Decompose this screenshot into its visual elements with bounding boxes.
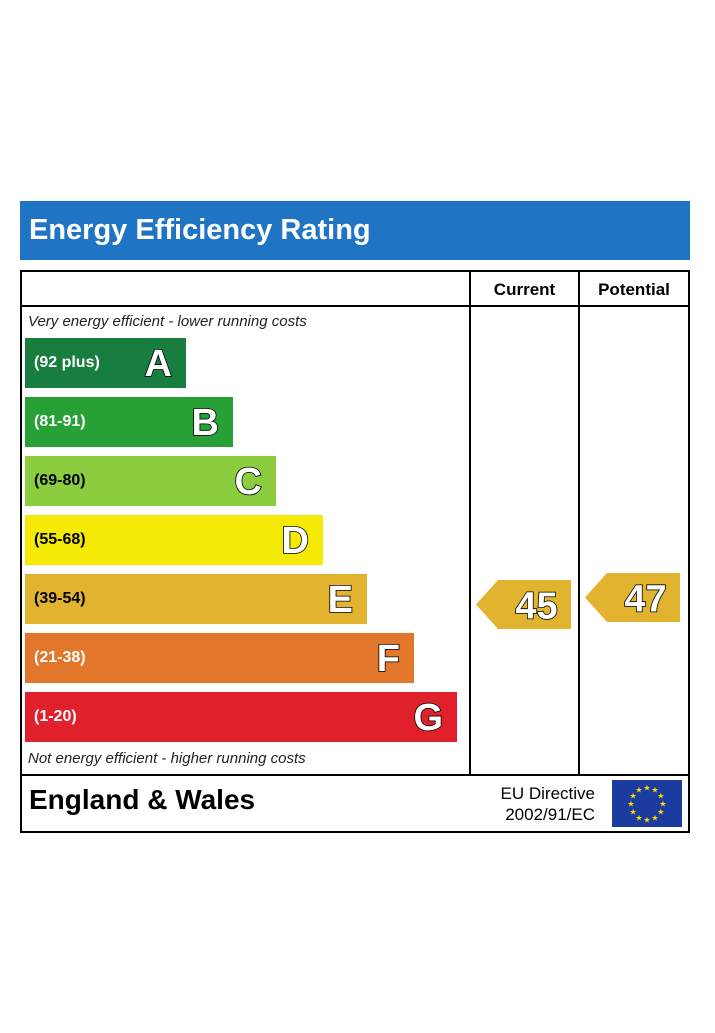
band-c: (69-80) C <box>25 456 276 506</box>
rating-frame <box>20 270 690 833</box>
flag-star-icon: ★ <box>643 784 650 793</box>
bottom-note: Not energy efficient - higher running co… <box>28 750 306 767</box>
band-range-g: (1-20) <box>34 708 77 725</box>
divider-current <box>469 270 471 776</box>
flag-star-icon: ★ <box>643 816 650 825</box>
band-letter-c: C <box>234 460 263 504</box>
eu-directive: EU Directive 2002/91/EC <box>501 783 595 825</box>
current-rating-pointer: 45 <box>476 580 571 629</box>
flag-star-icon: ★ <box>651 786 658 795</box>
band-e: (39-54) E <box>25 574 367 624</box>
divider-potential <box>578 270 580 776</box>
column-current-header: Current <box>493 280 556 299</box>
band-letter-e: E <box>327 578 354 622</box>
flag-star-icon: ★ <box>651 813 658 822</box>
flag-star-icon: ★ <box>657 792 664 801</box>
current-rating-pointer-value: 45 <box>515 586 557 628</box>
flag-star-icon: ★ <box>657 808 664 817</box>
top-note: Very energy efficient - lower running co… <box>28 313 307 330</box>
potential-rating-pointer-value: 47 <box>624 579 666 621</box>
band-range-a: (92 plus) <box>34 354 100 371</box>
eu-directive-line1: EU Directive <box>500 784 595 803</box>
band-range-e: (39-54) <box>34 590 86 607</box>
band-d: (55-68) D <box>25 515 323 565</box>
band-range-b: (81-91) <box>34 413 86 430</box>
band-range-c: (69-80) <box>34 472 86 489</box>
column-potential-header: Potential <box>598 280 670 299</box>
flag-star-icon: ★ <box>635 813 642 822</box>
potential-rating-pointer-shape <box>585 573 680 622</box>
potential-rating-pointer: 47 <box>585 573 680 622</box>
header-row-divider <box>20 305 690 307</box>
band-f: (21-38) F <box>25 633 414 683</box>
flag-star-icon: ★ <box>659 800 666 809</box>
chart-title-bar: Energy Efficiency Rating <box>20 201 690 260</box>
footer-row-divider <box>20 774 690 776</box>
band-range-f: (21-38) <box>34 649 86 666</box>
flag-star-icon: ★ <box>630 792 637 801</box>
flag-star-icon: ★ <box>627 800 634 809</box>
chart-title: Energy Efficiency Rating <box>29 214 371 246</box>
flag-star-icon: ★ <box>635 786 642 795</box>
band-letter-g: G <box>413 696 444 740</box>
band-range-d: (55-68) <box>34 531 86 548</box>
band-b: (81-91) B <box>25 397 233 447</box>
band-letter-f: F <box>376 637 401 681</box>
eu-flag-icon: ★ ★ ★ ★ ★ ★ ★ ★ ★ ★ ★ ★ <box>612 780 682 827</box>
band-letter-b: B <box>191 401 220 445</box>
region-label: England & Wales <box>29 784 256 815</box>
band-a: (92 plus) A <box>25 338 186 388</box>
band-letter-d: D <box>281 519 310 563</box>
current-rating-pointer-shape <box>476 580 571 629</box>
band-letter-a: A <box>144 342 173 386</box>
band-g: (1-20) G <box>25 692 457 742</box>
flag-star-icon: ★ <box>630 808 637 817</box>
eu-directive-line2: 2002/91/EC <box>505 805 595 824</box>
